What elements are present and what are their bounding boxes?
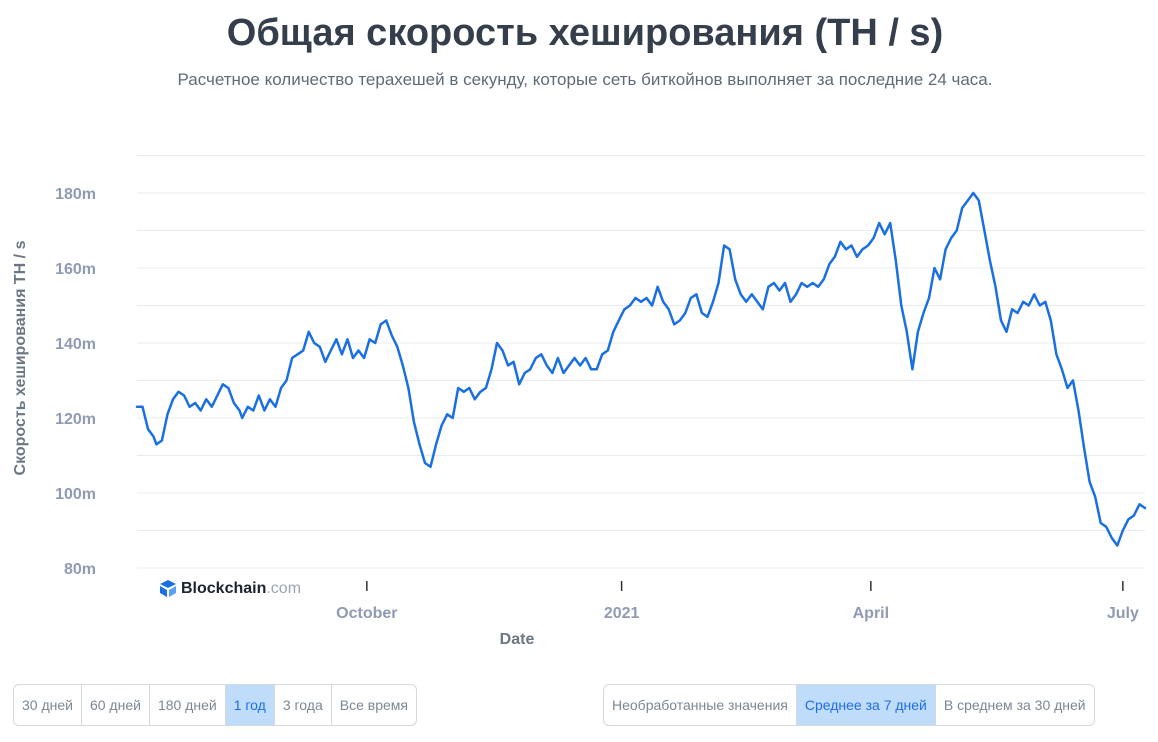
y-tick-label: 180m [55, 186, 96, 203]
range-button-0[interactable]: 30 дней [14, 685, 82, 725]
blockchain-logo-icon [160, 580, 176, 597]
page-subtitle: Расчетное количество терахешей в секунду… [177, 70, 993, 89]
y-tick-label: 160m [55, 261, 96, 278]
y-tick-label: 120m [55, 411, 96, 428]
x-tick-label: October [336, 605, 397, 622]
x-tick-label: April [853, 605, 889, 622]
range-button-4[interactable]: 3 года [275, 685, 332, 725]
watermark-brand: Blockchain [181, 580, 266, 597]
range-button-1[interactable]: 60 дней [82, 685, 150, 725]
series-line [135, 191, 1147, 547]
mode-button-0[interactable]: Необработанные значения [604, 685, 797, 725]
blockchain-watermark: Blockchain.com [160, 580, 301, 597]
y-tick-label: 80m [64, 561, 96, 578]
range-button-5[interactable]: Все время [339, 697, 408, 713]
range-button-2[interactable]: 180 дней [150, 685, 226, 725]
range-button-group: 30 дней 60 дней 180 дней 1 год 3 года Все вре… [13, 684, 417, 726]
watermark-suffix: .com [266, 580, 301, 597]
x-axis-title: Date [500, 631, 535, 648]
y-tick-label: 100m [55, 486, 96, 503]
mode-button-1[interactable]: Среднее за 7 дней [796, 685, 936, 725]
x-tick-label: 2021 [604, 605, 640, 622]
y-tick-label: 140m [55, 336, 96, 353]
y-axis-title: Скорость хеширования TH / s [12, 240, 29, 475]
page-title: Общая скорость хеширования (TH / s) [226, 12, 944, 54]
mode-button-group: Необработанные значения Среднее за 7 дней… [603, 684, 1095, 726]
hashrate-chart: 80m 100m 120m 140m 160m 180m October 2021 April… [12, 155, 1147, 648]
range-button-3[interactable]: 1 год [225, 685, 275, 725]
mode-button-2[interactable]: В среднем за 30 дней [943, 697, 1086, 713]
svg-text:Blockchain.com: Blockchain.com [181, 580, 301, 597]
x-tick-label: July [1107, 605, 1139, 622]
